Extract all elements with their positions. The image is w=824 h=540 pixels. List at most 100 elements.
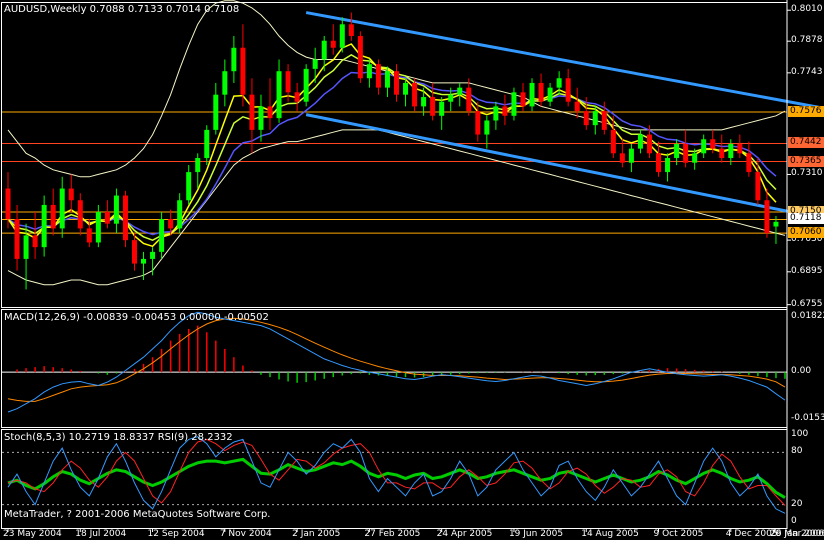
candle-body: [330, 40, 336, 48]
candle-body: [493, 106, 499, 121]
panel-frames: [1, 0, 791, 532]
candle-body: [168, 219, 174, 229]
stoch-rsi-panel: [2, 436, 787, 514]
candle-body: [240, 47, 246, 95]
candle-body: [755, 172, 761, 201]
y-tick-label: 0.6755: [791, 298, 823, 309]
candle-body: [339, 24, 345, 48]
stoch-y-tick-label: 100: [791, 429, 809, 439]
price-label-box: 0.7150: [788, 205, 824, 217]
candle-body: [366, 64, 372, 79]
y-tick-label: 0.6895: [791, 265, 823, 276]
candle-body: [177, 200, 183, 229]
candle-body: [14, 219, 20, 259]
price-label-box: 0.7442: [788, 137, 824, 149]
candle-body: [601, 111, 607, 130]
candle-body: [186, 172, 192, 201]
x-tick-label: 4 Dec 2005: [725, 529, 778, 539]
candle-body: [104, 211, 110, 224]
macd-header: MACD(12,26,9) -0.00839 -0.00453 0.00000 …: [4, 312, 269, 323]
candle-body: [357, 36, 363, 79]
candle-body: [95, 211, 101, 243]
macd-y-tick-label: 0.01822: [791, 311, 824, 321]
bollinger-lower-line: [7, 129, 786, 286]
price-header: AUDUSD,Weekly 0.7088 0.7133 0.7014 0.710…: [4, 4, 240, 15]
macd-signal-line: [7, 317, 786, 402]
candle-body: [294, 92, 300, 102]
candle-body: [50, 204, 56, 229]
candle-body: [421, 97, 427, 107]
candle-body: [583, 111, 589, 126]
candle-body: [547, 87, 553, 102]
candle-body: [746, 153, 752, 173]
candle-body: [384, 71, 390, 88]
candle-body: [249, 94, 255, 130]
x-tick-label: 14 Aug 2005: [581, 529, 639, 539]
candle-body: [59, 188, 65, 229]
candle-body: [403, 82, 409, 95]
candle-body: [141, 258, 147, 264]
candle-body: [448, 94, 454, 102]
candle-body: [159, 219, 165, 252]
candle-body: [737, 143, 743, 154]
price-panel: [2, 0, 824, 290]
x-tick-label: 2 Jan 2005: [292, 529, 341, 539]
candle-body: [231, 47, 237, 72]
candle-body: [665, 158, 671, 173]
candle-body: [710, 139, 716, 149]
x-tick-label: 9 Oct 2005: [653, 529, 704, 539]
candle-body: [5, 188, 11, 220]
moving-average-slow-line: [7, 71, 777, 236]
candle-body: [556, 78, 562, 88]
candle-body: [502, 106, 508, 116]
stoch-signal-line: [7, 438, 786, 506]
candle-body: [637, 134, 643, 149]
candle-body: [692, 153, 698, 163]
candle-body: [773, 221, 779, 227]
stoch-y-tick-label: 80: [791, 446, 803, 457]
stoch-main-line: [7, 436, 786, 514]
candle-body: [32, 235, 38, 248]
channel-upper-line: [305, 11, 824, 110]
candle-body: [529, 82, 535, 107]
candle-body: [150, 251, 156, 259]
candle-body: [719, 148, 725, 159]
y-tick-label: 0.7310: [791, 168, 823, 179]
candle-body: [23, 235, 29, 259]
candle-body: [375, 64, 381, 88]
x-tick-label: 24 Apr 2005: [436, 529, 493, 539]
candle-body: [77, 200, 83, 229]
macd-panel: [2, 311, 787, 413]
candle-body: [646, 134, 652, 154]
candle-body: [68, 188, 74, 201]
candle-body: [312, 59, 318, 69]
y-tick-label: 0.7743: [791, 66, 823, 77]
price-label-box: 0.7576: [788, 106, 824, 118]
candle-body: [285, 71, 291, 93]
candle-body: [41, 204, 47, 248]
candle-body: [610, 129, 616, 154]
candle-body: [574, 101, 580, 112]
candle-body: [457, 87, 463, 95]
y-tick-label: 0.7030: [791, 234, 823, 245]
x-tick-label: 19 Jun 2005: [508, 529, 564, 539]
candle-body: [701, 139, 707, 154]
candle-body: [122, 195, 128, 241]
x-tick-label: 18 Jul 2004: [75, 529, 127, 539]
candle-body: [348, 24, 354, 37]
candle-body: [439, 101, 445, 116]
candle-body: [511, 92, 517, 116]
candle-body: [656, 153, 662, 173]
price-label-box: 0.7060: [788, 227, 824, 239]
candle-body: [628, 148, 634, 163]
candle-body: [565, 78, 571, 102]
stoch-y-tick-label: 0: [791, 516, 797, 526]
candle-body: [674, 143, 680, 159]
candle-body: [86, 228, 92, 243]
panel-frame: [1, 309, 788, 428]
x-tick-label: 7 Nov 2004: [219, 529, 272, 539]
y-tick-label: 0.7878: [791, 35, 823, 46]
candle-body: [113, 195, 119, 224]
candle-body: [619, 153, 625, 163]
